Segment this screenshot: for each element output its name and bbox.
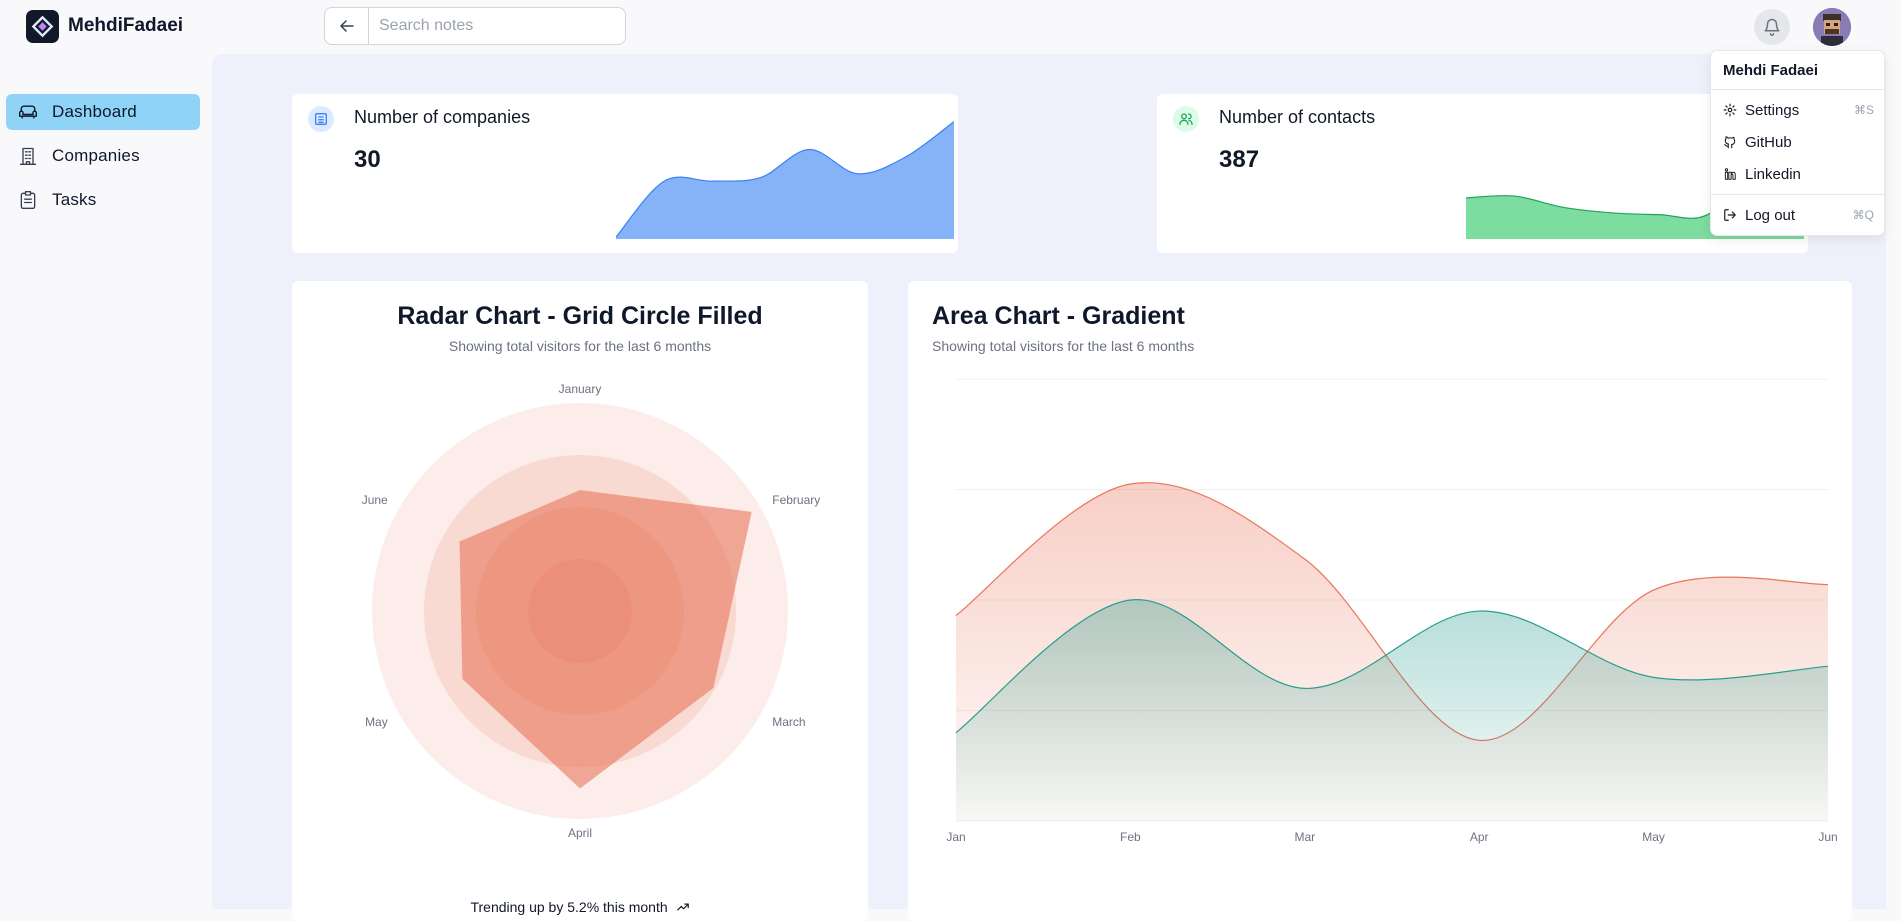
- series-2-area: [956, 599, 1828, 821]
- menu-user-name: Mehdi Fadaei: [1723, 62, 1819, 79]
- notifications-button[interactable]: [1754, 9, 1790, 45]
- search-bar: [324, 7, 626, 45]
- chart-title: Area Chart - Gradient: [932, 302, 1185, 330]
- main-content: Number of companies 30 Number of contact…: [212, 54, 1886, 921]
- avatar-image: [1813, 8, 1851, 46]
- menu-item-label: Linkedin: [1745, 165, 1801, 183]
- sofa-icon: [18, 105, 38, 119]
- arrow-left-icon: [339, 20, 354, 32]
- brand-name: MehdiFadaei: [68, 15, 184, 36]
- github-icon: [1724, 136, 1736, 149]
- radar-axis-label: April: [568, 826, 592, 840]
- x-tick-label: Mar: [1294, 830, 1315, 844]
- linkedin-icon: [1724, 168, 1736, 180]
- radar-axis-label: March: [772, 715, 805, 729]
- chart-subtitle: Showing total visitors for the last 6 mo…: [932, 338, 1195, 354]
- radar-series-area: [459, 490, 752, 789]
- menu-item-label: GitHub: [1745, 133, 1792, 151]
- radar-chart-card: Radar Chart - Grid Circle Filled Showing…: [292, 281, 868, 921]
- stat-title: Number of companies: [354, 107, 531, 127]
- sidebar-item-label: Dashboard: [52, 102, 137, 121]
- menu-shortcut: ⌘S: [1853, 103, 1874, 117]
- radar-chart: January February March April May June: [362, 382, 821, 840]
- logout-icon: [1724, 209, 1736, 221]
- menu-item-linkedin[interactable]: Linkedin: [1715, 160, 1880, 188]
- stat-value: 30: [354, 146, 381, 173]
- menu-shortcut: ⌘Q: [1852, 208, 1874, 222]
- area-chart-card: Area Chart - Gradient Showing total visi…: [908, 281, 1852, 921]
- stat-value: 387: [1219, 146, 1260, 173]
- trend-text: Trending up by 5.2% this month: [292, 899, 868, 915]
- sparkline-area: [616, 121, 954, 239]
- back-button[interactable]: [325, 8, 369, 44]
- user-menu: Mehdi Fadaei Settings ⌘S GitHub Linkedin…: [1710, 50, 1885, 236]
- radar-axis-label: June: [362, 493, 388, 507]
- menu-item-label: Log out: [1745, 206, 1796, 224]
- radar-axis-label: February: [772, 493, 820, 507]
- menu-item-settings[interactable]: Settings ⌘S: [1715, 96, 1880, 124]
- companies-sparkline: [616, 121, 954, 239]
- chart-subtitle: Showing total visitors for the last 6 mo…: [448, 338, 712, 354]
- stat-title: Number of contacts: [1219, 107, 1376, 127]
- radar-axis-label: January: [559, 382, 602, 396]
- gear-icon: [1723, 103, 1737, 117]
- trending-up-icon: [676, 903, 689, 911]
- x-tick-label: May: [1642, 830, 1665, 844]
- menu-item-github[interactable]: GitHub: [1715, 128, 1880, 156]
- sidebar-item-tasks[interactable]: Tasks: [6, 182, 200, 218]
- building-badge-icon: [315, 113, 327, 125]
- sparkline-line: [616, 121, 954, 238]
- avatar[interactable]: [1813, 8, 1851, 46]
- building-icon: [19, 147, 37, 165]
- x-tick-label: Apr: [1470, 830, 1489, 844]
- companies-stat-card: Number of companies 30: [292, 94, 958, 253]
- sidebar-item-companies[interactable]: Companies: [6, 138, 200, 174]
- clipboard-icon: [20, 191, 36, 209]
- logo-icon: [31, 15, 54, 38]
- menu-item-logout[interactable]: Log out ⌘Q: [1715, 201, 1880, 229]
- sidebar-item-dashboard[interactable]: Dashboard: [6, 94, 200, 130]
- top-bar: MehdiFadaei: [0, 0, 1901, 52]
- sidebar-item-label: Companies: [52, 146, 140, 165]
- radar-axis-label: May: [365, 715, 388, 729]
- sidebar: Dashboard Companies Tasks: [0, 52, 210, 909]
- trend-label: Trending up by 5.2% this month: [470, 899, 668, 915]
- menu-item-label: Settings: [1745, 101, 1800, 119]
- series-2-line: [955, 599, 1829, 734]
- x-tick-label: Jan: [946, 830, 965, 844]
- x-tick-label: Jun: [1818, 830, 1837, 844]
- menu-divider: [1711, 194, 1884, 195]
- menu-divider: [1711, 89, 1884, 90]
- bell-icon: [1764, 18, 1780, 36]
- area-chart: Jan Feb Mar Apr May Jun: [946, 378, 1838, 844]
- stat-icon-wrap: [1173, 106, 1199, 132]
- x-tick-label: Feb: [1120, 830, 1141, 844]
- app-logo[interactable]: [26, 10, 59, 43]
- sidebar-item-label: Tasks: [52, 190, 97, 209]
- chart-title: Radar Chart - Grid Circle Filled: [397, 302, 763, 330]
- users-icon: [1179, 113, 1193, 125]
- stat-icon-wrap: [308, 106, 334, 132]
- search-input[interactable]: [369, 8, 625, 44]
